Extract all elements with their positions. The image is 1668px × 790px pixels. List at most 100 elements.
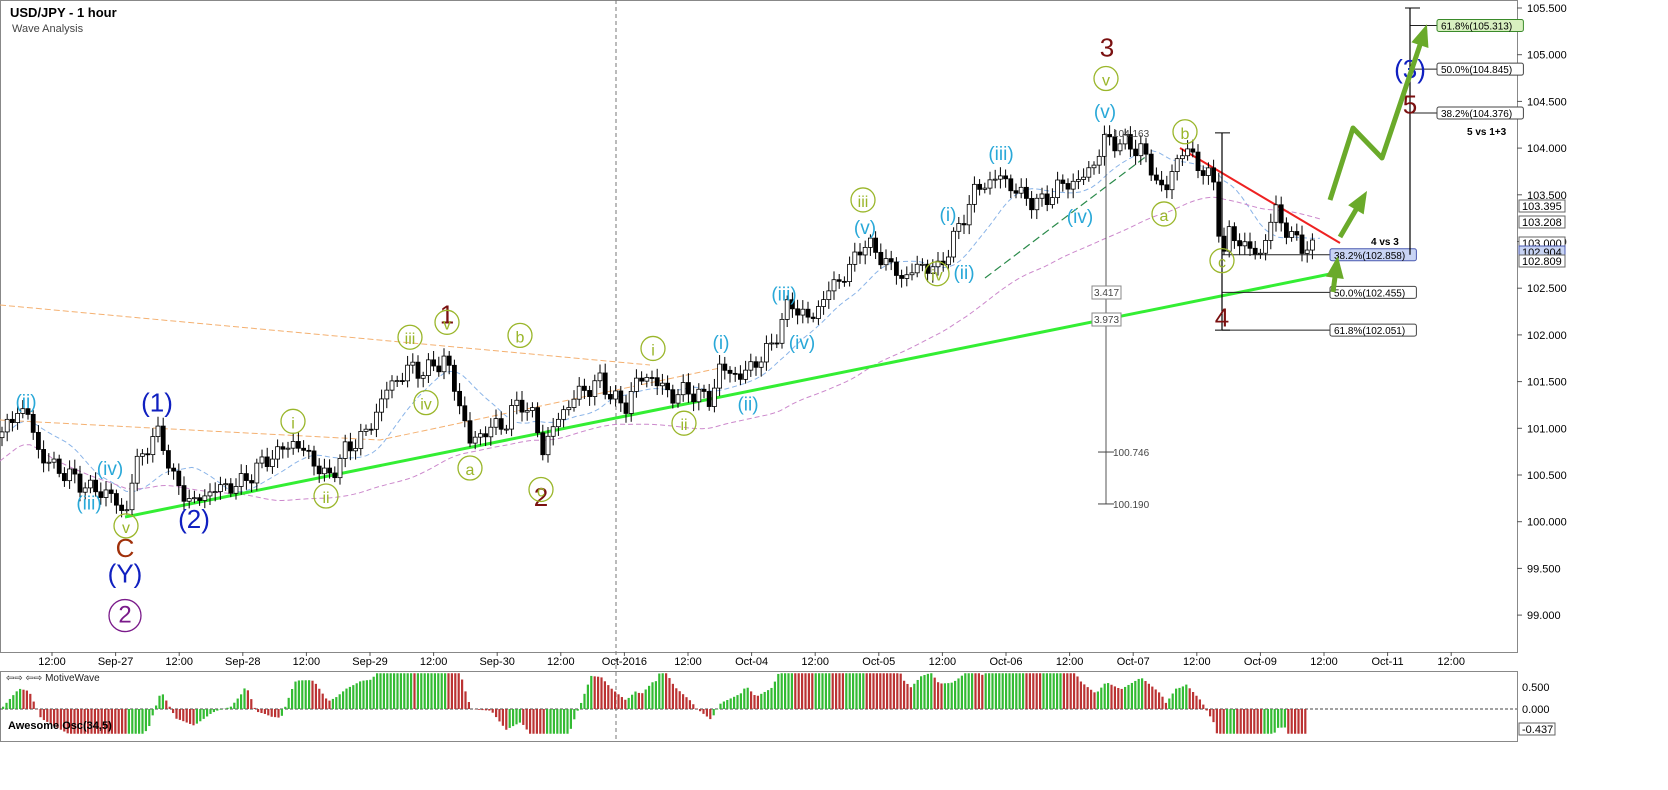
candle-body — [566, 407, 572, 411]
candle-body — [992, 178, 998, 181]
osc-bar — [797, 673, 800, 709]
candle-body — [530, 407, 535, 411]
osc-bar — [260, 709, 263, 713]
osc-bar — [916, 679, 919, 709]
candle-body — [389, 380, 395, 391]
fib-level-label: 61.8%(105.313) — [1441, 21, 1512, 32]
osc-bar — [386, 673, 389, 709]
osc-bar — [464, 691, 467, 709]
osc-bar — [631, 694, 634, 709]
osc-bar — [641, 693, 644, 709]
osc-bar — [671, 683, 674, 709]
osc-bar — [610, 688, 613, 709]
candle-body — [608, 394, 613, 400]
osc-bar — [430, 673, 433, 709]
candle-body — [1211, 167, 1216, 183]
candle-body — [1273, 204, 1279, 223]
osc-bar — [301, 680, 304, 709]
osc-bar — [719, 703, 722, 709]
osc-bar — [1178, 687, 1181, 709]
osc-bar — [811, 673, 814, 709]
candle-body — [1065, 183, 1071, 190]
candle-body — [1206, 167, 1211, 176]
wave-label: 2 — [118, 602, 131, 629]
candle-body — [160, 425, 166, 451]
osc-bar — [773, 681, 776, 709]
wave-label: (v) — [1094, 102, 1116, 123]
candle-body — [670, 389, 676, 404]
candle-body — [956, 223, 962, 232]
candle-body — [462, 405, 468, 422]
osc-bar — [801, 673, 804, 709]
candle-body — [1174, 158, 1180, 172]
osc-bar — [1086, 687, 1089, 709]
osc-bar — [556, 709, 559, 734]
wave-circle — [528, 476, 554, 503]
candle-body — [951, 230, 956, 258]
osc-bar — [240, 694, 243, 709]
candle-body — [649, 377, 655, 379]
candle-body — [1039, 193, 1045, 199]
osc-bar — [668, 678, 671, 709]
osc-bar — [654, 681, 657, 709]
candle-body — [373, 411, 379, 430]
candle-body — [764, 343, 769, 363]
candle-body — [124, 509, 130, 512]
candle-body — [1138, 143, 1144, 157]
osc-bar — [457, 673, 460, 709]
scroll-arrows-icon[interactable]: ⇦⇨ ⇦⇨ — [6, 673, 46, 684]
candle-body — [857, 251, 863, 256]
brand-text: MotiveWave — [45, 673, 100, 684]
candle-body — [4, 418, 10, 433]
osc-bar — [1042, 673, 1045, 709]
time-tick-label: 12:00 — [1183, 656, 1211, 668]
candle-body — [56, 458, 62, 474]
time-tick-label: 12:00 — [1056, 656, 1084, 668]
osc-bar — [750, 691, 753, 709]
candle-body — [25, 408, 31, 415]
osc-bar — [185, 709, 188, 723]
wave-circle — [457, 455, 483, 481]
wave-label: i — [291, 415, 295, 432]
candle-body — [1044, 193, 1050, 205]
osc-bar — [1120, 688, 1123, 709]
osc-bar — [1018, 673, 1021, 709]
osc-bar — [855, 673, 858, 709]
candle-body — [36, 431, 41, 450]
osc-bar — [1294, 709, 1297, 734]
candle-body — [1154, 174, 1159, 181]
candle-body — [306, 449, 312, 452]
osc-bar — [824, 673, 827, 709]
osc-bar — [138, 709, 141, 734]
osc-bar — [879, 673, 882, 709]
osc-bar — [705, 709, 708, 717]
osc-bar — [342, 691, 345, 709]
osc-bar — [753, 695, 756, 709]
projection-arrow-long — [1327, 29, 1428, 201]
osc-bar — [821, 673, 824, 709]
osc-bar — [913, 683, 916, 709]
fib-level-label: 61.8%(102.051) — [1334, 326, 1405, 337]
candle-body — [129, 482, 135, 511]
osc-bar — [49, 709, 52, 724]
candle-body — [1091, 164, 1097, 169]
osc-bar — [376, 673, 379, 709]
candle-body — [743, 369, 748, 380]
osc-bar — [175, 709, 178, 719]
osc-bar — [304, 680, 307, 709]
wave-label: C — [116, 533, 135, 563]
osc-bar — [277, 709, 280, 718]
osc-bar — [780, 673, 783, 709]
wave-label: (iii) — [988, 144, 1013, 165]
candle-body — [134, 455, 140, 484]
candle-body — [654, 377, 660, 387]
candle-body — [410, 361, 416, 366]
osc-bar — [1141, 678, 1144, 709]
osc-bar — [964, 673, 967, 709]
osc-bar — [454, 673, 457, 709]
candle-body — [1180, 155, 1185, 160]
osc-bar — [1093, 692, 1096, 709]
osc-bar — [678, 691, 681, 709]
candle-body — [165, 450, 171, 469]
candle-body — [675, 394, 681, 404]
